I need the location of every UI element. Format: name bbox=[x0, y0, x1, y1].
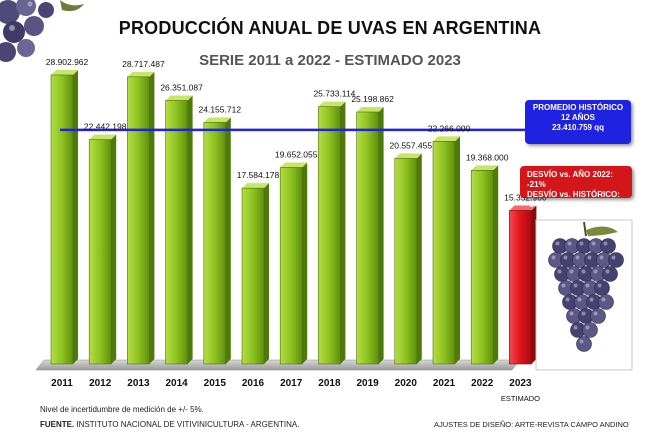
design-credit: AJUSTES DE DISEÑO: ARTE-REVISTA CAMPO AN… bbox=[434, 420, 629, 429]
bar-2021 bbox=[432, 136, 460, 365]
value-label-2022: 19.368.000 bbox=[466, 152, 509, 162]
x-tick-2016: 2016 bbox=[242, 378, 265, 389]
bar-2022 bbox=[470, 165, 499, 365]
x-tick-2013: 2013 bbox=[127, 378, 150, 389]
source-prefix: FUENTE. bbox=[40, 420, 75, 429]
estimated-label: ESTIMADO bbox=[501, 394, 540, 403]
deviation-box: DESVÍO vs. AÑO 2022: -21% DESVÍO vs. HIS… bbox=[520, 166, 632, 209]
chart-title: PRODUCCIÓN ANUAL DE UVAS EN ARGENTINA bbox=[118, 18, 542, 38]
x-tick-2012: 2012 bbox=[89, 378, 112, 389]
bar-2020 bbox=[394, 153, 422, 365]
value-label-2013: 28.717.487 bbox=[122, 59, 165, 69]
x-tick-2018: 2018 bbox=[318, 378, 341, 389]
value-label-2015: 24.155.712 bbox=[199, 104, 242, 114]
historical-average-box: PROMEDIO HISTÓRICO 12 AÑOS 23.410.759 qq bbox=[525, 100, 631, 144]
x-tick-2015: 2015 bbox=[204, 378, 227, 389]
bar-2016 bbox=[241, 183, 269, 365]
x-tick-labels-group: 2011 2012 2013 2014 2015 2016 2017 2018 2019 2020… bbox=[51, 378, 532, 389]
bar-2013 bbox=[127, 71, 155, 365]
bar-2011 bbox=[50, 69, 78, 365]
x-tick-2017: 2017 bbox=[280, 378, 303, 389]
x-tick-2011: 2011 bbox=[51, 378, 73, 389]
deviation-vs-2022: DESVÍO vs. AÑO 2022: -21% bbox=[527, 170, 613, 189]
chart-subtitle: SERIE 2011 a 2022 - ESTIMADO 2023 bbox=[199, 52, 461, 69]
deviation-vs-historical: DESVÍO vs. HISTÓRICO: -34% bbox=[527, 190, 620, 209]
bar-2017 bbox=[279, 162, 308, 365]
value-label-2018: 25.733.114 bbox=[313, 89, 355, 99]
x-tick-2020: 2020 bbox=[395, 378, 418, 389]
source-text: INSTITUTO NACIONAL DE VITIVINICULTURA - … bbox=[74, 420, 300, 429]
value-label-2011: 28.902.962 bbox=[46, 57, 89, 67]
bar-2019 bbox=[356, 107, 384, 365]
bar-2023 bbox=[509, 205, 537, 365]
average-box-line2: 12 AÑOS bbox=[561, 113, 595, 122]
average-box-line3: 23.410.759 qq bbox=[551, 123, 605, 132]
x-tick-2021: 2021 bbox=[433, 378, 456, 389]
bar-2018 bbox=[318, 101, 346, 365]
bars-group bbox=[50, 69, 537, 365]
bar-2012 bbox=[88, 134, 117, 365]
grape-cluster-decoration-topleft bbox=[0, 0, 84, 62]
grape-bunch-image bbox=[535, 219, 633, 371]
source-note: FUENTE. INSTITUTO NACIONAL DE VITIVINICU… bbox=[40, 420, 299, 429]
x-tick-2014: 2014 bbox=[165, 378, 188, 389]
value-label-2020: 20.557.455 bbox=[390, 140, 433, 150]
x-tick-2019: 2019 bbox=[356, 378, 379, 389]
value-label-2017: 19.652.055 bbox=[275, 149, 318, 159]
value-label-2012: 22.442.198 bbox=[84, 122, 127, 132]
average-box-line1: PROMEDIO HISTÓRICO bbox=[532, 103, 624, 112]
value-label-2014: 26.351.087 bbox=[160, 82, 203, 92]
bar-2014 bbox=[165, 95, 193, 365]
value-label-2016: 17.584.178 bbox=[237, 170, 280, 180]
x-tick-2022: 2022 bbox=[471, 378, 494, 389]
value-label-2021: 22.266.000 bbox=[428, 123, 471, 133]
bar-2015 bbox=[203, 117, 231, 365]
value-label-2019: 25.198.862 bbox=[351, 94, 394, 104]
uncertainty-note: Nivel de incertidumbre de medición de +/… bbox=[40, 405, 204, 414]
x-tick-2023: 2023 bbox=[509, 378, 532, 389]
